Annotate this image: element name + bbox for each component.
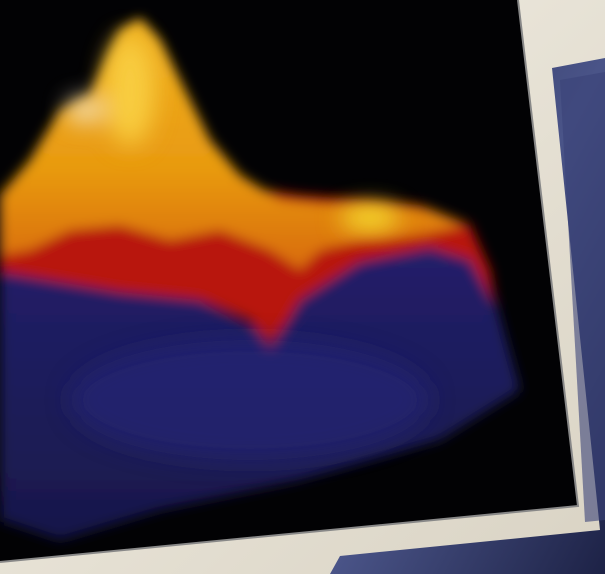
terrain-highlights bbox=[67, 35, 430, 460]
peak-highlight bbox=[105, 35, 155, 145]
base-shade bbox=[70, 340, 430, 460]
side-photo-texture bbox=[560, 72, 605, 522]
peak-glare bbox=[67, 98, 103, 122]
ridge-highlight bbox=[340, 206, 400, 230]
display-edge bbox=[0, 0, 580, 563]
